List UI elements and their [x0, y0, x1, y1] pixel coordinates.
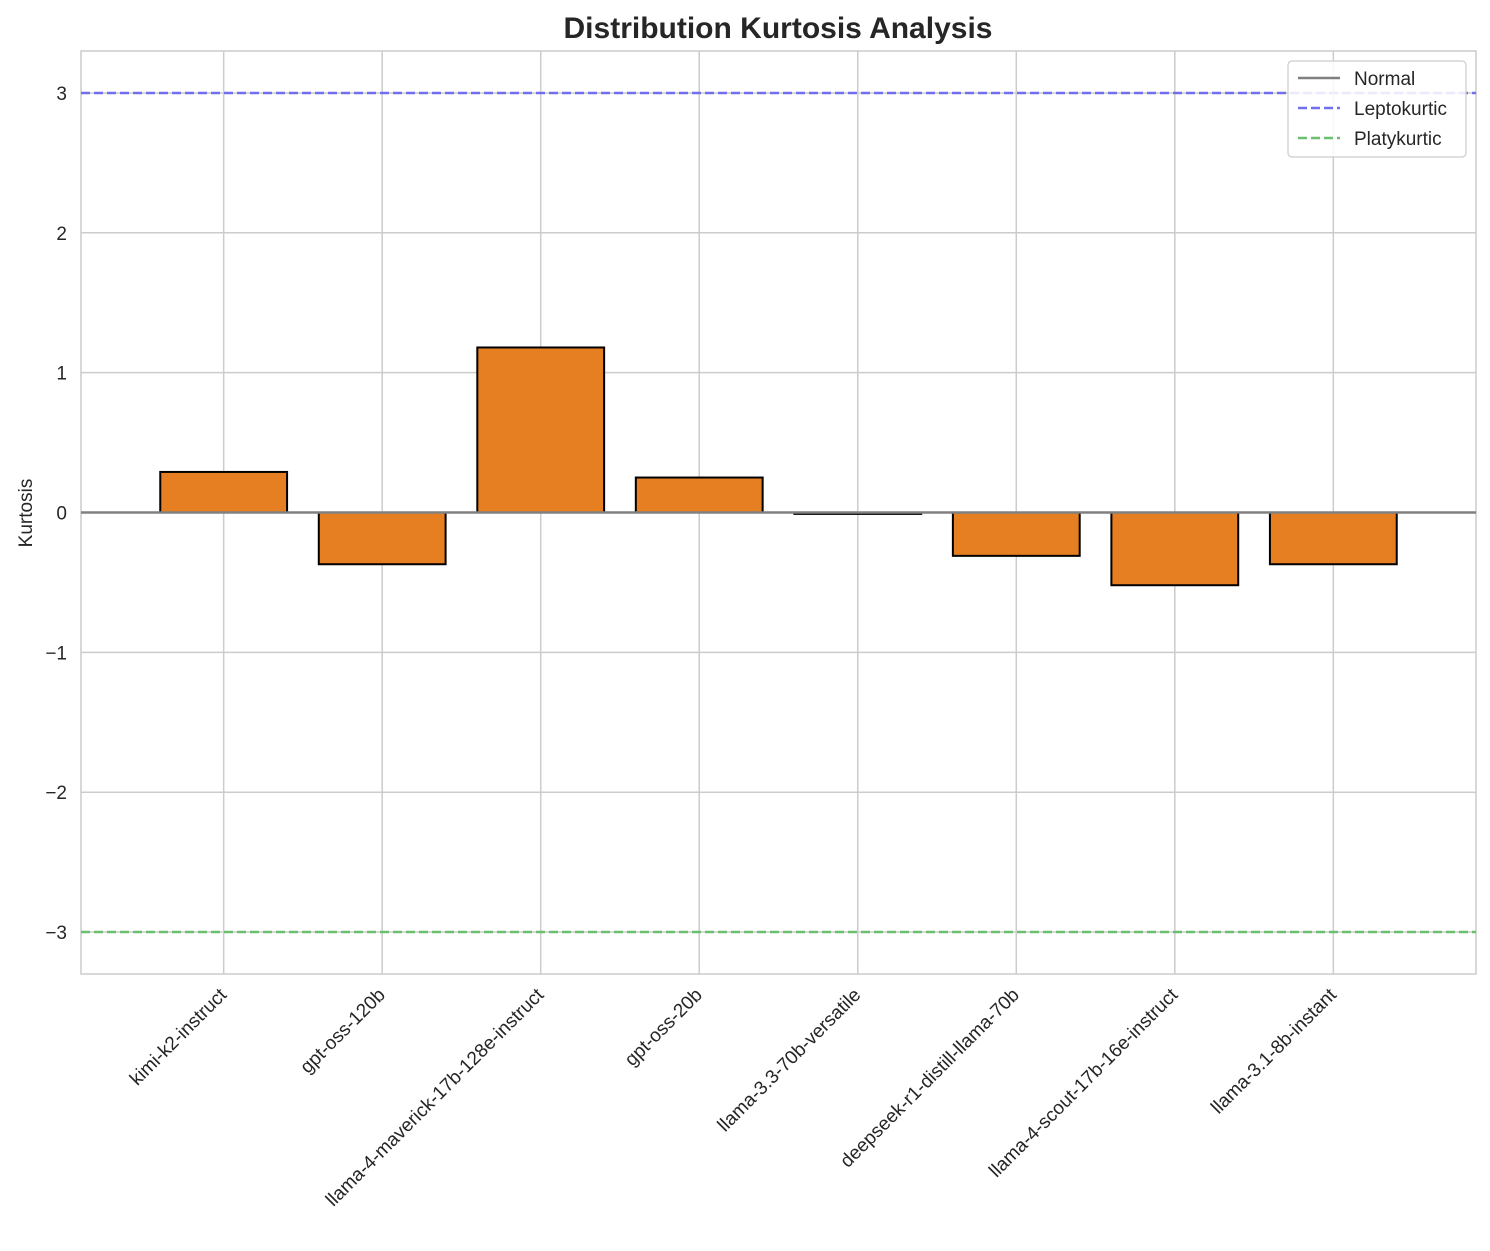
y-tick-label: 0	[56, 504, 67, 525]
y-tick-label: −3	[45, 923, 67, 944]
y-tick-label: −2	[45, 783, 67, 804]
y-tick-label: 3	[56, 84, 67, 105]
y-tick-label: 2	[56, 224, 67, 245]
legend-label-leptokurtic: Leptokurtic	[1354, 99, 1447, 120]
legend-label-normal: Normal	[1354, 69, 1415, 90]
legend-box	[1287, 60, 1467, 158]
bar-deepseek-r1-distill-llama-70b	[951, 511, 1081, 557]
bar-gpt-oss-120b	[317, 511, 447, 566]
bar-llama-4-scout-17b-16e-instruct	[1110, 511, 1240, 587]
y-tick-label: −1	[45, 643, 67, 664]
chart-title: Distribution Kurtosis Analysis	[564, 12, 993, 45]
bar-gpt-oss-20b	[634, 476, 764, 514]
legend: Normal Leptokurtic Platykurtic	[1287, 60, 1467, 158]
legend-label-platykurtic: Platykurtic	[1354, 129, 1442, 150]
bar-llama-4-maverick-17b-128e-instruct	[476, 346, 606, 514]
y-axis-label: Kurtosis	[16, 479, 37, 548]
bar-kimi-k2-instruct	[159, 470, 289, 514]
bar-llama-3.1-8b-instant	[1268, 511, 1398, 566]
y-tick-label: 1	[56, 364, 67, 385]
